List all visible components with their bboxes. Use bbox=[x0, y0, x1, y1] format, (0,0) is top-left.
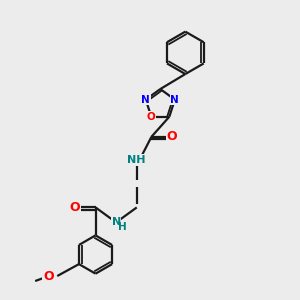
Text: O: O bbox=[167, 130, 177, 143]
Text: O: O bbox=[70, 201, 80, 214]
Text: N: N bbox=[112, 217, 121, 227]
Text: O: O bbox=[147, 112, 156, 122]
Text: N: N bbox=[141, 94, 150, 105]
Text: N: N bbox=[170, 94, 179, 105]
Text: H: H bbox=[118, 222, 127, 233]
Text: O: O bbox=[43, 269, 54, 283]
Text: NH: NH bbox=[128, 155, 146, 165]
